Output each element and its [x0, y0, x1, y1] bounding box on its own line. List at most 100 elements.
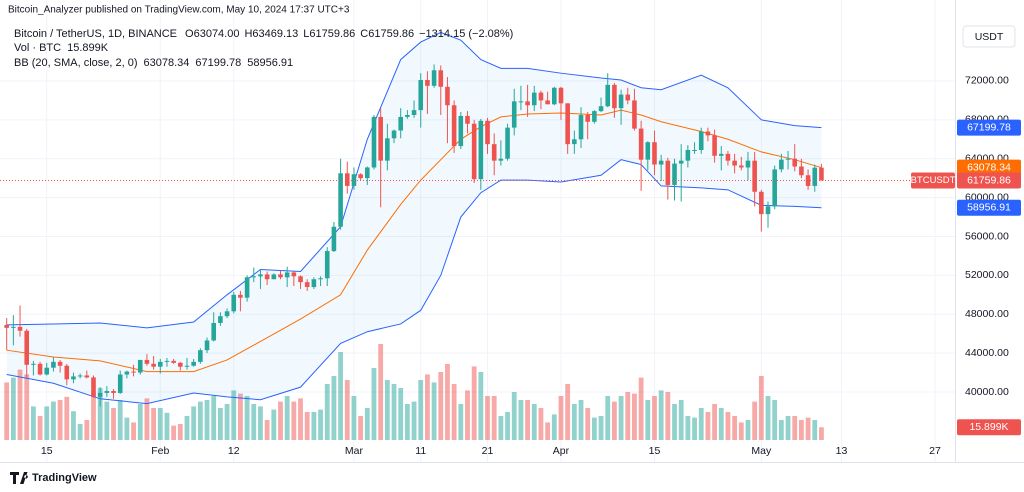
candle-body — [11, 326, 16, 328]
candle-body — [779, 159, 784, 170]
volume-bar — [331, 376, 337, 440]
volume-bar — [404, 404, 410, 440]
volume-bar — [745, 420, 751, 440]
currency-label[interactable]: USDT — [975, 31, 1004, 43]
volume-bar — [344, 380, 350, 440]
volume-bar — [465, 390, 470, 440]
candle-body — [391, 130, 397, 139]
candle-body — [238, 294, 243, 298]
candle-body — [91, 377, 96, 397]
candle-body — [759, 191, 764, 215]
candle-body — [745, 160, 751, 168]
bb-middle-badge-label: 63078.34 — [967, 161, 1011, 173]
volume-bar — [425, 374, 430, 440]
y-tick-label: 72000.00 — [965, 75, 1009, 87]
candle-body — [51, 361, 56, 368]
volume-bar — [77, 424, 83, 440]
candle-body — [558, 87, 564, 104]
candle-body — [271, 274, 277, 280]
volume-bar — [618, 396, 624, 440]
candle-body — [157, 361, 163, 367]
volume-bar — [391, 384, 397, 440]
volume-bar — [351, 396, 357, 440]
volume-bar — [24, 374, 30, 440]
y-tick-label: 40000.00 — [965, 386, 1009, 398]
volume-bar — [638, 377, 644, 440]
candle-body — [284, 272, 290, 278]
x-tick-label: 27 — [929, 445, 941, 457]
candle-body — [298, 276, 303, 283]
candle-body — [658, 160, 664, 165]
candle-body — [164, 360, 170, 362]
candle-body — [304, 282, 310, 288]
candle-body — [358, 174, 363, 179]
candle-body — [678, 160, 684, 164]
volume-bar — [291, 401, 297, 440]
candle-body — [37, 363, 43, 375]
x-tick-label: 11 — [415, 445, 426, 457]
volume-bar — [298, 398, 303, 440]
candle-body — [365, 167, 370, 179]
candle-body — [278, 274, 283, 278]
x-tick-label: 15 — [649, 445, 661, 457]
candle-body — [198, 350, 203, 362]
currency-button[interactable] — [962, 25, 1016, 48]
volume-bar — [117, 400, 123, 440]
volume-bar — [258, 406, 263, 440]
bb-upper-badge — [957, 119, 1021, 136]
volume-bar — [518, 400, 524, 440]
volume-bar — [371, 368, 377, 440]
volume-bar — [4, 382, 10, 440]
volume-bar — [231, 390, 237, 440]
published-note: Bitcoin_Analyzer published on TradingVie… — [8, 5, 350, 16]
volume-bar — [151, 408, 157, 440]
candle-body — [31, 363, 36, 365]
candle-body — [531, 92, 537, 106]
candle-body — [718, 153, 724, 156]
volume-bar — [204, 400, 210, 440]
axes: 40000.00 44000.00 48000.00 52000.00 56000.00… — [41, 75, 1021, 457]
volume-bar — [645, 400, 651, 440]
candle-body — [451, 105, 457, 147]
volume-bar — [438, 372, 444, 440]
volume-bar — [525, 400, 530, 440]
candle-body — [57, 361, 63, 366]
volume-bar — [585, 408, 591, 440]
volume-badge-label: 15.899K — [969, 421, 1008, 433]
candle-body — [698, 131, 704, 150]
volume-bar — [565, 384, 571, 440]
candle-body — [572, 139, 577, 145]
volume-bar — [505, 412, 510, 440]
volume-bar — [772, 400, 778, 440]
volume-bar — [311, 412, 317, 440]
volume-bar — [338, 352, 343, 440]
candle-body — [131, 371, 136, 373]
last-price-badge — [957, 172, 1021, 189]
volume-bar — [251, 404, 257, 440]
x-tick-label: Feb — [151, 445, 169, 457]
candle-body — [785, 158, 791, 160]
volume-bar — [491, 396, 497, 440]
volume-bar — [44, 406, 50, 440]
volume-bar — [304, 412, 310, 440]
candle-body — [264, 274, 270, 280]
volume-bar — [578, 400, 584, 440]
candle-body — [411, 110, 417, 115]
candle-body — [725, 153, 731, 161]
volume-bar — [678, 400, 684, 440]
volume-bar — [358, 416, 364, 440]
plot-area — [0, 31, 955, 440]
volume-bar — [732, 416, 738, 440]
x-tick-label: 15 — [41, 445, 53, 457]
x-tick-label: 21 — [482, 445, 494, 457]
volume-bar — [658, 390, 664, 440]
candle-body — [812, 167, 818, 186]
candle-body — [151, 363, 156, 367]
legend-bb-name: BB (20, SMA, close, 2, 0) — [14, 57, 138, 69]
y-tick-label: 44000.00 — [965, 347, 1009, 359]
candle-body — [511, 101, 517, 128]
logo-text: TradingView — [32, 472, 97, 484]
candle-body — [318, 278, 323, 280]
volume-bar — [97, 388, 103, 440]
volume-bar — [137, 404, 143, 440]
